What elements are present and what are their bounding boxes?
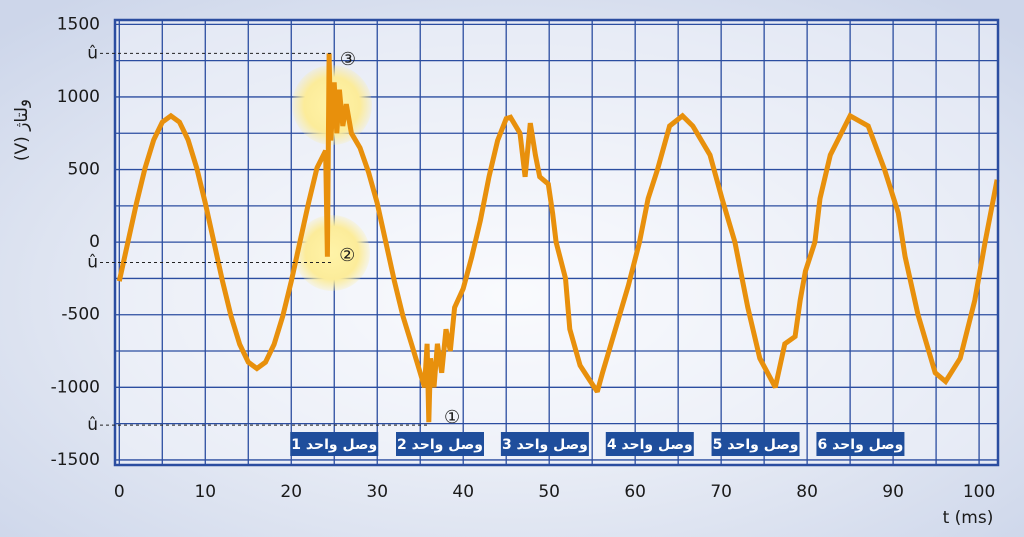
voltage-line <box>116 53 1000 423</box>
x-tick-label: 10 <box>194 482 216 502</box>
event-label: وصل واحد 6 <box>817 437 903 453</box>
y-tick-label: -1500 <box>51 450 100 470</box>
event-box <box>395 432 484 456</box>
x-axis-label: t (ms) <box>943 508 994 528</box>
annotation: ① <box>444 407 460 428</box>
x-tick-label: 80 <box>796 482 818 502</box>
event-box <box>816 432 905 456</box>
y-tick-label: -500 <box>61 305 100 325</box>
x-tick-label: 60 <box>624 482 646 502</box>
event-label: وصل واحد 3 <box>502 437 588 453</box>
x-tick-label: 70 <box>710 482 732 502</box>
x-tick-label: 0 <box>114 482 125 502</box>
highlight <box>294 215 370 291</box>
event-box <box>500 432 589 456</box>
plot-frame <box>113 18 1000 467</box>
annotation: ② <box>339 245 355 266</box>
y-tick-label: 500 <box>68 160 100 180</box>
event-label: وصل واحد 2 <box>397 437 483 453</box>
y-tick-label: 1000 <box>57 87 100 107</box>
x-tick-label: 50 <box>538 482 560 502</box>
event-box <box>711 432 800 456</box>
y-tick-label: 0 <box>89 232 100 252</box>
annotation: ③ <box>340 49 356 70</box>
y-tick-label: û <box>87 43 98 63</box>
x-tick-label: 90 <box>882 482 904 502</box>
y-tick-label: -1000 <box>51 377 100 397</box>
y-tick-label: 1500 <box>57 14 100 34</box>
event-box <box>290 432 379 456</box>
y-tick-label: û <box>87 252 98 272</box>
event-label: وصل واحد 5 <box>713 437 799 453</box>
x-tick-label: 40 <box>452 482 474 502</box>
x-tick-label: 20 <box>280 482 302 502</box>
y-axis-label: ولتاژ (V) <box>12 99 32 161</box>
event-box <box>605 432 694 456</box>
x-tick-label: 100 <box>963 482 995 502</box>
event-label: وصل واحد 1 <box>291 437 377 453</box>
y-tick-label: û <box>87 415 98 435</box>
x-tick-label: 30 <box>366 482 388 502</box>
event-label: وصل واحد 4 <box>607 437 693 453</box>
